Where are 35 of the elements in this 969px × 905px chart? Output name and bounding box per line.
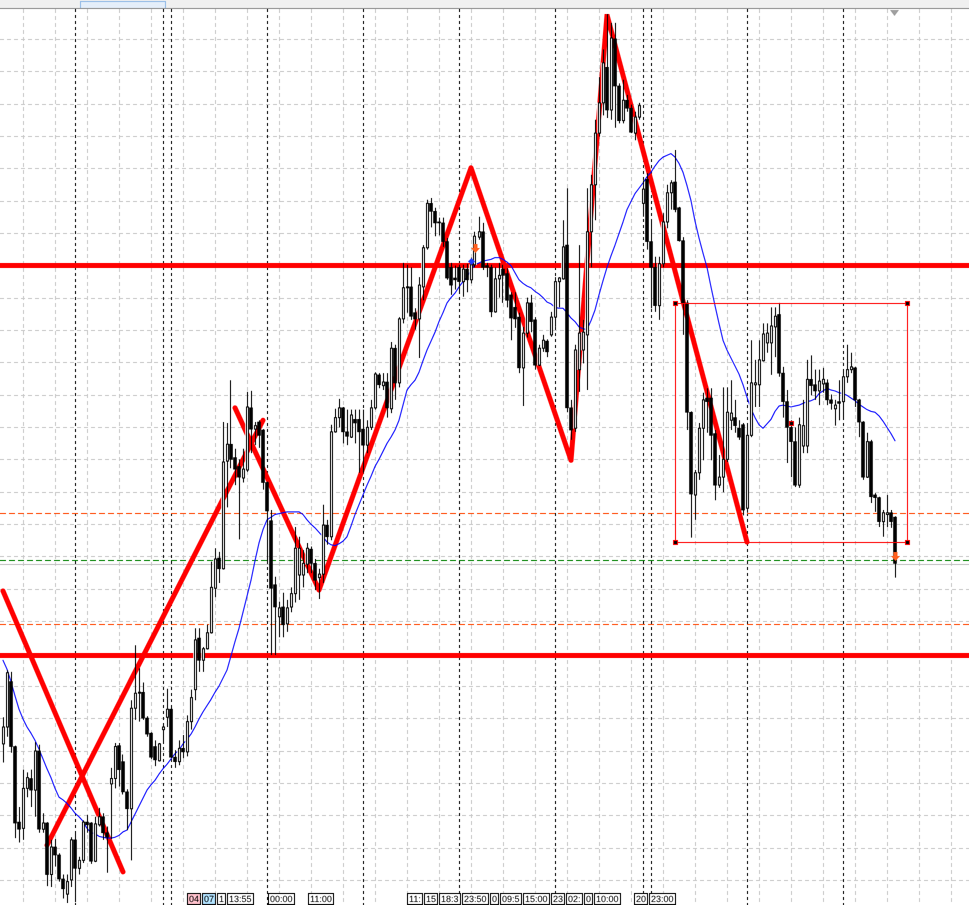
annotation: 15 — [424, 893, 438, 905]
candlestick — [389, 342, 393, 414]
candlestick — [229, 380, 233, 469]
annotation: 20 — [634, 893, 648, 905]
candlestick — [585, 188, 589, 391]
annotation: 18:3 — [439, 893, 461, 905]
annotation: 23 — [551, 893, 566, 905]
annotation: 04 — [187, 893, 202, 905]
annotation: 23:00 — [649, 893, 676, 905]
candlestick — [817, 369, 821, 406]
annotation: 09:5 — [500, 893, 522, 905]
candlestick — [885, 494, 889, 528]
annotation: 13:55 — [227, 893, 254, 905]
candlestick — [453, 265, 457, 290]
candlestick — [281, 592, 285, 638]
candlestick — [501, 264, 505, 304]
annotation: 0 — [490, 893, 500, 905]
candlestick — [465, 263, 469, 293]
candlestick — [353, 409, 357, 444]
candlestick — [357, 409, 361, 474]
annotation: 10:00 — [594, 893, 621, 905]
annotation: 00:00 — [268, 893, 295, 905]
annotation: 0 — [584, 893, 594, 905]
annotation: 07 — [202, 893, 216, 905]
annotation: 23:50 — [462, 893, 489, 905]
annotation: 1 — [217, 893, 226, 905]
annotation: 02: — [566, 893, 583, 905]
candlestick — [345, 409, 349, 446]
candlestick — [297, 536, 301, 600]
candlestick — [233, 448, 237, 486]
annotation: 15:00 — [523, 893, 550, 905]
annotation: 11: — [407, 893, 423, 905]
candlestick — [769, 306, 773, 376]
annotation: 11:00 — [308, 893, 334, 905]
candlestick — [545, 338, 549, 358]
